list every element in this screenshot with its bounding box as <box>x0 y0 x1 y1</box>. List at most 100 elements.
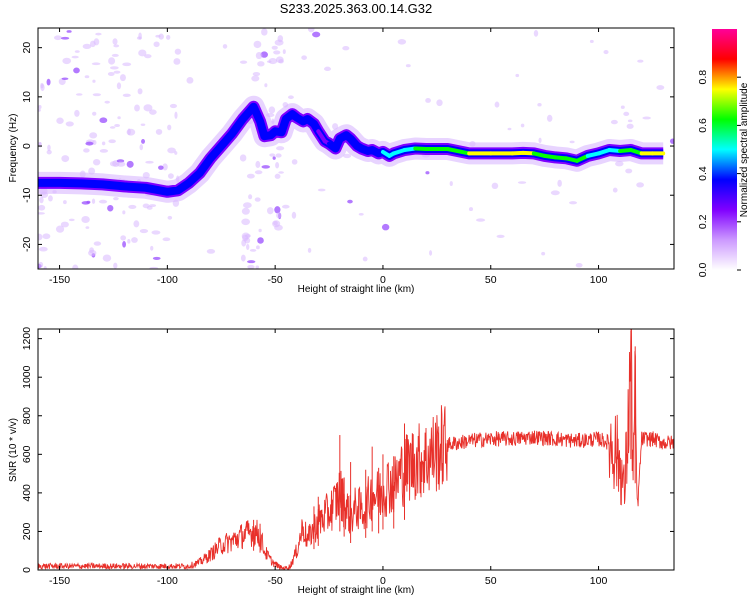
heatmap-noise-blob <box>312 31 321 38</box>
heatmap-noise-blob <box>145 160 154 164</box>
heatmap-noise-blob <box>287 95 294 100</box>
heatmap-noise-blob <box>155 128 163 135</box>
heatmap-noise-blob <box>253 40 262 49</box>
heatmap-ridge-segment <box>176 180 191 193</box>
heatmap-noise-blob <box>254 170 263 175</box>
snr-y-tick-label: 0 <box>21 567 33 573</box>
heatmap-noise-blob <box>610 119 618 125</box>
heatmap-noise-blob <box>101 141 106 146</box>
heatmap-noise-blob <box>405 64 411 68</box>
heatmap-noise-blob <box>669 138 674 144</box>
heatmap-noise-blob <box>496 234 505 239</box>
heatmap-noise-blob <box>91 198 96 204</box>
heatmap-noise-blob <box>122 240 127 248</box>
snr-x-tick-label: -100 <box>157 575 178 587</box>
heatmap-noise-blob <box>626 123 634 129</box>
heatmap-noise-blob <box>39 196 44 204</box>
heatmap-noise-blob <box>468 207 474 212</box>
heatmap-x-ticks: -150 -100 -50 0 50 100 <box>49 28 607 286</box>
heatmap-noise-blob <box>627 119 633 123</box>
snr-x-tick-label: -150 <box>49 575 70 587</box>
colorbar-tick-label: 0.8 <box>697 70 709 85</box>
heatmap-noise-blob <box>269 153 276 157</box>
heatmap-noise-blob <box>108 57 116 65</box>
heatmap-noise-blob <box>550 190 560 196</box>
snr-x-ticks: -150 -100 -50 0 50 100 <box>49 329 607 587</box>
heatmap-noise-blob <box>266 60 272 63</box>
heatmap-noise-blob <box>515 73 520 78</box>
heatmap-noise-blob <box>476 218 486 222</box>
heatmap-noise-blob <box>149 266 159 269</box>
colorbar-gradient <box>712 29 737 270</box>
heatmap-noise-blob <box>128 204 137 209</box>
heatmap-noise-blob <box>242 202 252 209</box>
heatmap-noise-blob <box>149 204 157 208</box>
heatmap-noise-blob <box>46 78 51 86</box>
heatmap-x-tick-label: 50 <box>485 274 497 286</box>
heatmap-noise-blob <box>92 93 102 97</box>
heatmap-ridge-segment <box>445 146 472 156</box>
heatmap-noise-blob <box>167 173 174 179</box>
heatmap-noise-blob <box>275 162 280 169</box>
heatmap-noise-blob <box>248 194 253 200</box>
heatmap-ridge-segment <box>100 182 127 189</box>
heatmap-noise-blob <box>126 160 134 168</box>
heatmap-noise-blob <box>274 206 281 214</box>
heatmap-y-tick-label: -20 <box>21 237 33 252</box>
heatmap-noise-blob <box>507 127 512 131</box>
heatmap-noise-blob <box>252 71 261 77</box>
snr-y-tick-label: 200 <box>21 523 33 541</box>
heatmap-noise-blob <box>620 105 625 109</box>
heatmap-noise-blob <box>162 237 171 242</box>
heatmap-noise-blob <box>276 146 285 151</box>
heatmap-noise-blob <box>429 250 433 256</box>
snr-x-label: Height of straight line (km) <box>298 585 415 596</box>
colorbar-tick-label: 0.4 <box>697 166 709 181</box>
heatmap-noise-blob <box>255 160 261 168</box>
heatmap-noise-blob <box>268 106 276 114</box>
heatmap-noise-blob <box>541 251 546 256</box>
heatmap-frame <box>37 27 675 270</box>
heatmap-noise-blob <box>256 245 260 250</box>
heatmap-noise-blob <box>247 264 255 269</box>
heatmap-noise-blob <box>56 117 64 125</box>
heatmap-noise-blob <box>150 245 154 251</box>
heatmap-noise-blob <box>167 215 173 220</box>
heatmap-noise-blob <box>381 223 390 231</box>
heatmap-noise-blob <box>81 215 90 224</box>
heatmap-noise-blob <box>134 104 140 112</box>
heatmap-ridge-segment <box>279 116 288 135</box>
heatmap-noise-blob <box>569 140 575 144</box>
heatmap-noise-blob <box>119 74 126 82</box>
heatmap-noise-blob <box>93 241 102 246</box>
heatmap-noise-blob <box>61 155 70 163</box>
heatmap-ridge-segment <box>219 131 235 149</box>
heatmap-noise-blob <box>520 123 525 128</box>
heatmap-x-label: Height of straight line (km) <box>298 284 415 295</box>
heatmap-noise-blob <box>151 230 161 235</box>
heatmap-noise-blob <box>324 66 331 72</box>
heatmap-noise-blob <box>271 45 278 50</box>
heatmap-noise-blob <box>43 265 47 269</box>
snr-y-tick-label: 1000 <box>21 365 33 389</box>
heatmap-noise-blob <box>343 153 352 159</box>
heatmap-noise-blob <box>273 221 278 226</box>
snr-frame <box>37 328 675 571</box>
heatmap-noise-blob <box>91 62 101 66</box>
heatmap-noise-blob <box>127 128 131 136</box>
heatmap-noise-blob <box>275 56 284 64</box>
heatmap-noise-blob <box>636 182 644 188</box>
heatmap-noise-blob <box>84 75 90 79</box>
heatmap-noise-blob <box>116 82 122 90</box>
heatmap-noise-blob <box>95 32 102 36</box>
heatmap-noise-blob <box>174 111 178 119</box>
heatmap-noise-blob <box>612 187 618 193</box>
heatmap-noise-blob <box>261 165 271 169</box>
heatmap-noise-blob <box>162 163 168 171</box>
heatmap-noise-blob <box>113 70 121 74</box>
heatmap-noise-blob <box>260 51 268 58</box>
heatmap-x-tick-label: -150 <box>49 274 70 286</box>
heatmap-noise-blob <box>62 57 72 65</box>
heatmap-noise-blob <box>109 126 116 129</box>
